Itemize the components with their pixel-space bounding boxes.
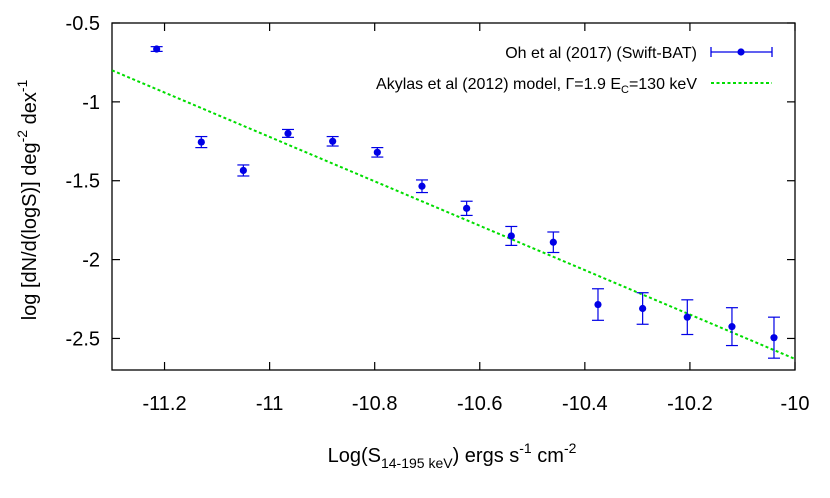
data-point <box>549 238 557 246</box>
data-point <box>463 204 471 212</box>
x-axis-ticks: -11.2 -11 -10.8 -10.6 -10.4 -10.2 -10 <box>142 23 809 415</box>
x-tick-label: -10.4 <box>562 393 608 415</box>
data-point <box>373 148 381 156</box>
data-point <box>153 45 161 53</box>
data-point <box>683 313 691 321</box>
data-point <box>197 138 205 146</box>
data-point <box>770 334 778 342</box>
x-tick-label: -11 <box>256 393 283 415</box>
x-tick-label: -10.2 <box>667 393 713 415</box>
legend-entry-observed: Oh et al (2017) (Swift-BAT) <box>505 45 697 62</box>
plot-frame <box>111 22 796 371</box>
x-tick-label: -11.2 <box>142 393 186 415</box>
y-tick-label: -1 <box>82 92 100 114</box>
x-tick-label: -10.6 <box>457 393 503 415</box>
y-tick-label: -2 <box>82 250 100 272</box>
data-point <box>728 323 736 331</box>
y-axis-label: log [dN/d(logS)] deg-2 dex-1 <box>14 79 41 320</box>
y-tick-label: -0.5 <box>66 13 100 35</box>
data-point <box>418 182 426 190</box>
data-points <box>150 45 780 359</box>
x-tick-label: -10.8 <box>352 393 398 415</box>
legend-entry-model: Akylas et al (2012) model, Γ=1.9 EC=130 … <box>376 76 697 96</box>
data-point <box>507 232 515 240</box>
y-tick-label: -2.5 <box>66 328 100 350</box>
model-line <box>112 69 795 360</box>
y-tick-label: -1.5 <box>66 171 100 193</box>
data-point <box>284 129 292 138</box>
data-point <box>329 137 337 145</box>
legend-observed-marker <box>737 48 745 56</box>
data-point <box>594 300 602 309</box>
y-axis-ticks: -0.5 -1 -1.5 -2 -2.5 <box>66 13 795 350</box>
x-tick-label: -10 <box>781 393 810 415</box>
legend: Oh et al (2017) (Swift-BAT) Akylas et al… <box>376 45 773 96</box>
data-point <box>239 166 247 175</box>
data-point <box>639 304 647 313</box>
x-axis-label: Log(S14-195 keV) ergs s-1 cm-2 <box>328 440 577 471</box>
